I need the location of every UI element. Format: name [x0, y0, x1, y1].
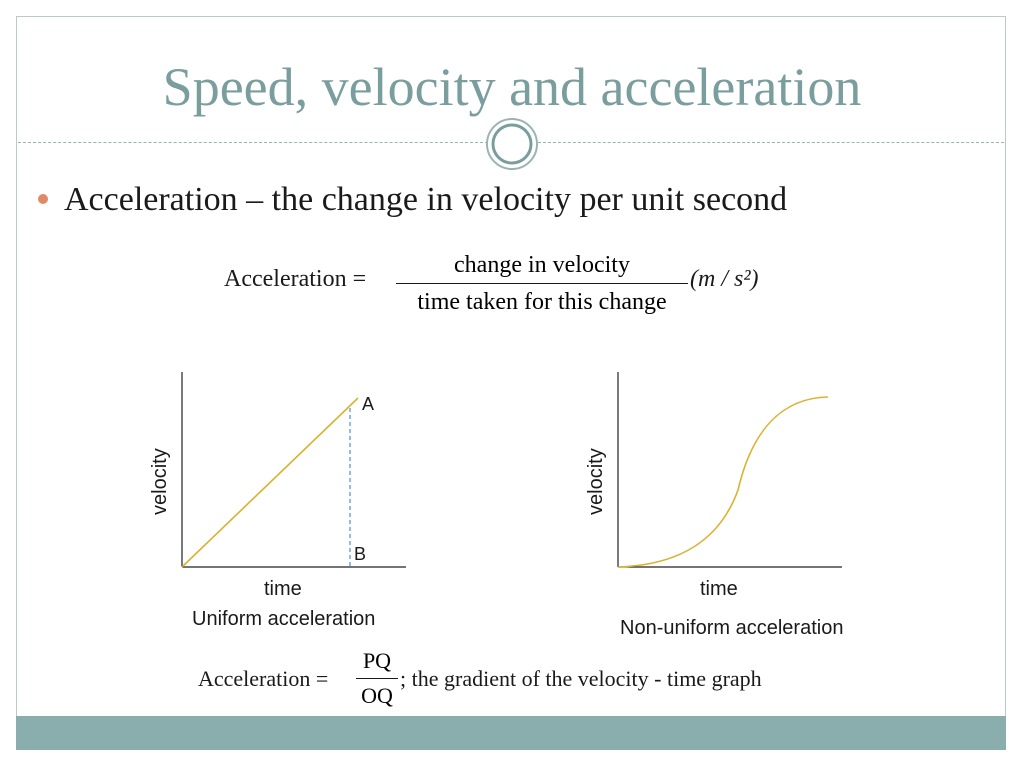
title-divider-right [538, 142, 1004, 143]
graph2-ylabel: velocity [585, 448, 607, 515]
graph1-xlabel: time [264, 578, 302, 600]
graph2-series-curve [617, 396, 829, 568]
equation1-denominator: time taken for this change [417, 289, 667, 315]
equation2-lhs: Acceleration = [198, 666, 329, 691]
equation2-fraction: PQ OQ [356, 648, 398, 709]
equation2-denominator: OQ [361, 683, 393, 708]
equation1-fraction-bar [396, 283, 688, 284]
equation1-fraction: change in velocity time taken for this c… [396, 250, 688, 317]
slide-title: Speed, velocity and acceleration [162, 57, 862, 117]
equation2-numerator: PQ [362, 648, 392, 673]
circle-ornament-icon [486, 118, 538, 170]
graph1-label-b: B [354, 544, 366, 564]
equation2-rest: ; the gradient of the velocity - time gr… [400, 666, 762, 691]
graph2-xlabel: time [700, 578, 738, 600]
equation1-units: (m / s²) [690, 266, 759, 292]
title-divider-left [18, 142, 488, 143]
equation1-lhs: Acceleration = [224, 266, 367, 292]
bullet-dot-icon [38, 194, 48, 205]
bullet-text: Acceleration – the change in velocity pe… [64, 181, 788, 218]
equation2-fraction-bar [356, 678, 398, 679]
bullet-item: Acceleration – the change in velocity pe… [38, 178, 787, 222]
graph1-caption: Uniform acceleration [192, 608, 376, 630]
graph1-label-a: A [362, 394, 374, 414]
graph1-ylabel: velocity [149, 448, 171, 515]
equation1-numerator: change in velocity [454, 252, 630, 278]
footer-accent-bar [16, 716, 1006, 750]
graph2-caption: Non-uniform acceleration [620, 617, 844, 639]
graph1-series-line [181, 397, 359, 568]
